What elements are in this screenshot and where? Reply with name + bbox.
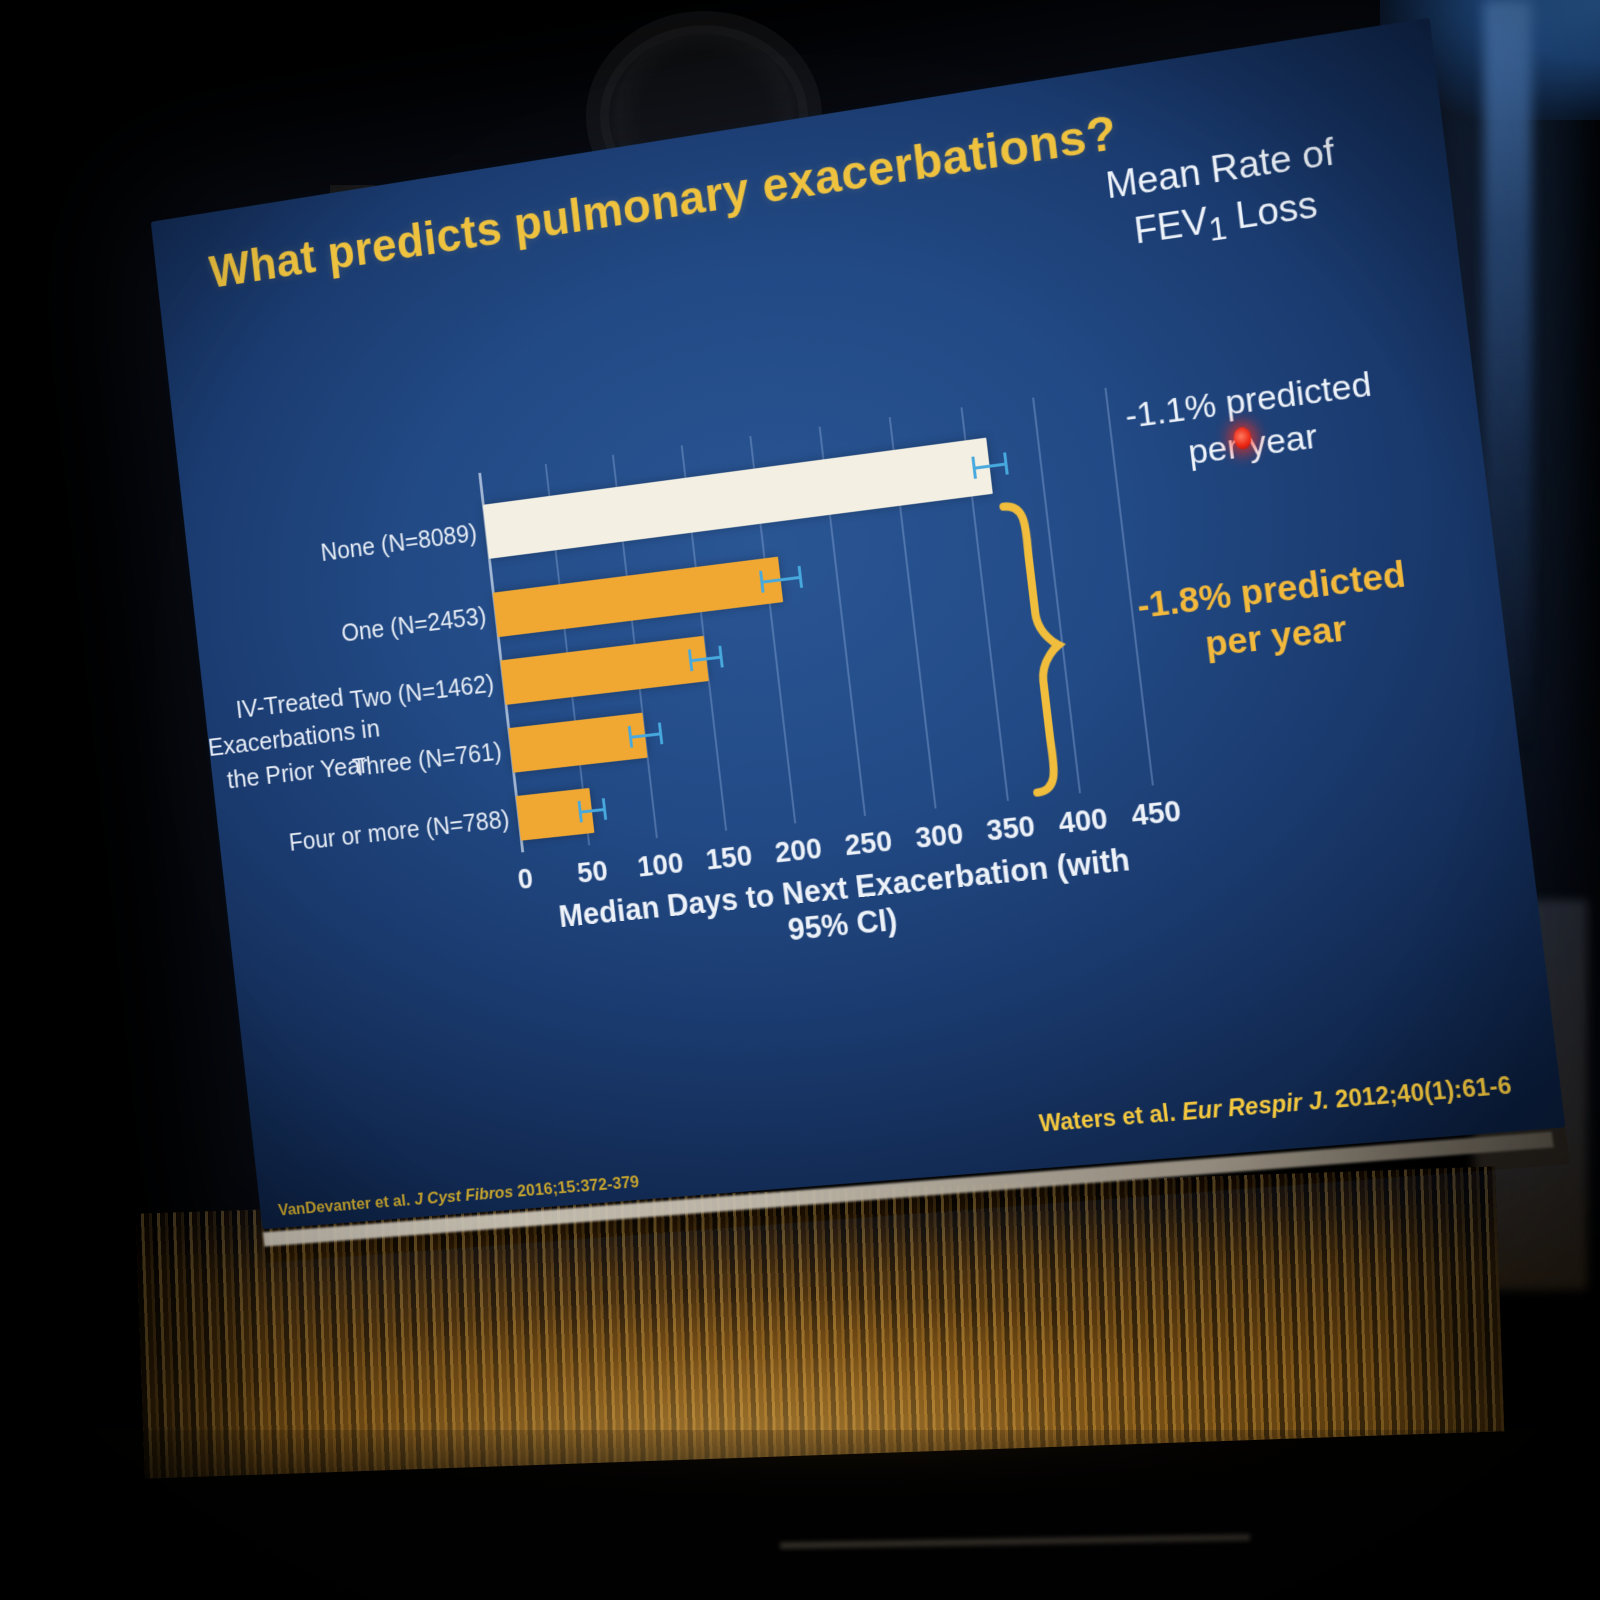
- x-tick-label: 250: [842, 825, 894, 863]
- fev-loss-none-label: -1.1% predicted per year: [1066, 354, 1438, 489]
- group-axis-label-text: IV-Treated Exacerbations in the Prior Ye…: [203, 677, 386, 800]
- projection-screen: What predicts pulmonary exacerbations? I…: [150, 17, 1570, 1263]
- error-bar-part: [759, 575, 802, 584]
- x-tick-label: 50: [575, 855, 610, 890]
- citation-waters-ref: 2012;40(1):61-6: [1326, 1071, 1513, 1114]
- fev-loss-exacerbation-label: -1.8% predicted per year: [1089, 546, 1463, 681]
- citation-vandevanter-authors: VanDevanter et al.: [277, 1190, 416, 1220]
- x-tick-label: 100: [635, 847, 686, 884]
- error-bar: [971, 452, 1009, 479]
- citation-waters: Waters et al. Eur Respir J. 2012;40(1):6…: [1038, 1071, 1513, 1137]
- x-tick-label: 400: [1056, 802, 1110, 841]
- citation-waters-authors: Waters et al.: [1037, 1098, 1184, 1137]
- error-bar: [627, 722, 664, 748]
- x-tick-label: 300: [913, 817, 965, 856]
- error-bar: [758, 565, 804, 593]
- error-bar-part: [689, 654, 723, 662]
- bar-orange: [500, 635, 709, 705]
- citation-waters-journal: Eur Respir J.: [1180, 1086, 1331, 1126]
- category-label: None (N=8089): [319, 519, 479, 567]
- x-tick-label: 0: [516, 863, 535, 896]
- x-tick-label: 450: [1129, 795, 1183, 833]
- fev-text: FEV: [1131, 199, 1211, 252]
- x-tick-label: 150: [704, 840, 754, 877]
- x-tick-label: 200: [773, 832, 824, 870]
- error-bar: [688, 645, 724, 672]
- error-bar-part: [972, 461, 1008, 470]
- error-bar-part: [578, 807, 606, 814]
- error-bar: [577, 798, 608, 823]
- x-tick-label: 350: [984, 810, 1037, 848]
- citation-vandevanter-ref: 2016;15:372-379: [511, 1172, 641, 1201]
- slide: What predicts pulmonary exacerbations? I…: [150, 17, 1566, 1230]
- bar-orange: [508, 712, 649, 773]
- citation-vandevanter-journal: J Cyst Fibros: [413, 1182, 515, 1209]
- stage-floor: [0, 1430, 1600, 1600]
- error-bar-part: [628, 731, 662, 739]
- loss-text: Loss: [1222, 183, 1320, 239]
